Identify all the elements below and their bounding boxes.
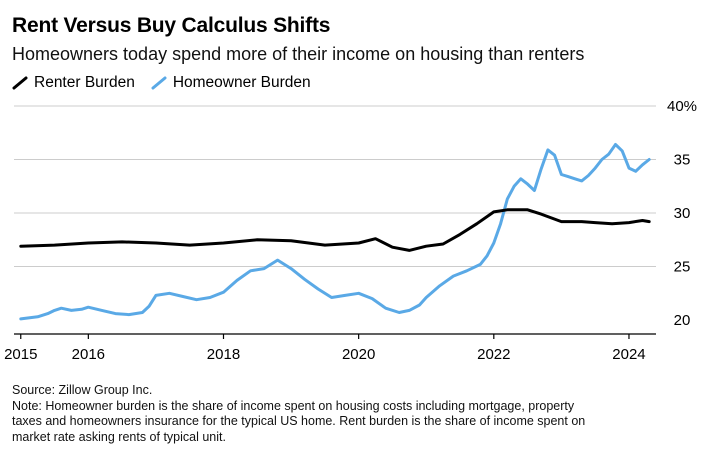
x-tick-label: 2020 <box>342 346 375 363</box>
source-note: Source: Zillow Group Inc. <box>12 383 153 397</box>
legend-label-renter: Renter Burden <box>34 74 135 91</box>
note-line-2: taxes and homeowners insurance for the t… <box>12 414 586 428</box>
x-tick-label: 2018 <box>207 346 240 363</box>
legend-item-homeowner: Homeowner Burden <box>151 74 311 92</box>
x-tick-label: 2016 <box>72 346 105 363</box>
x-tick-label: 2015 <box>4 346 37 363</box>
series-lines <box>19 143 651 321</box>
x-tick-label: 2022 <box>477 346 510 363</box>
chart-subtitle: Homeowners today spend more of their inc… <box>12 44 585 64</box>
y-tick-label: 25 <box>674 259 691 276</box>
legend-label-homeowner: Homeowner Burden <box>172 74 311 91</box>
y-tick-label: 35 <box>674 152 691 169</box>
y-tick-label: 30 <box>674 205 691 222</box>
y-tick-label: 20 <box>674 312 691 329</box>
legend: Renter Burden Homeowner Burden <box>12 74 327 92</box>
series-line-renter <box>19 208 651 252</box>
y-axis-ticks: 20 25 30 35 40% <box>667 98 697 329</box>
y-tick-label: 40% <box>667 98 697 115</box>
x-tick-label: 2024 <box>612 346 645 363</box>
footer: Source: Zillow Group Inc. Note: Homeowne… <box>12 383 712 445</box>
grid-lines <box>14 105 656 267</box>
legend-item-renter: Renter Burden <box>12 74 135 92</box>
line-chart: 20 25 30 35 40% 2015 2016 2018 2020 2022 2024 <box>4 98 697 363</box>
x-axis: 2015 2016 2018 2020 2022 2024 <box>4 333 656 363</box>
note-line-1: Note: Homeowner burden is the share of i… <box>12 398 575 413</box>
legend-swatch-renter <box>12 76 28 90</box>
legend-swatch-homeowner <box>151 76 167 90</box>
series-line-homeowner <box>19 143 651 321</box>
note-line-3: market rate asking rents of typical unit… <box>12 429 226 444</box>
chart-title: Rent Versus Buy Calculus Shifts <box>12 14 331 37</box>
